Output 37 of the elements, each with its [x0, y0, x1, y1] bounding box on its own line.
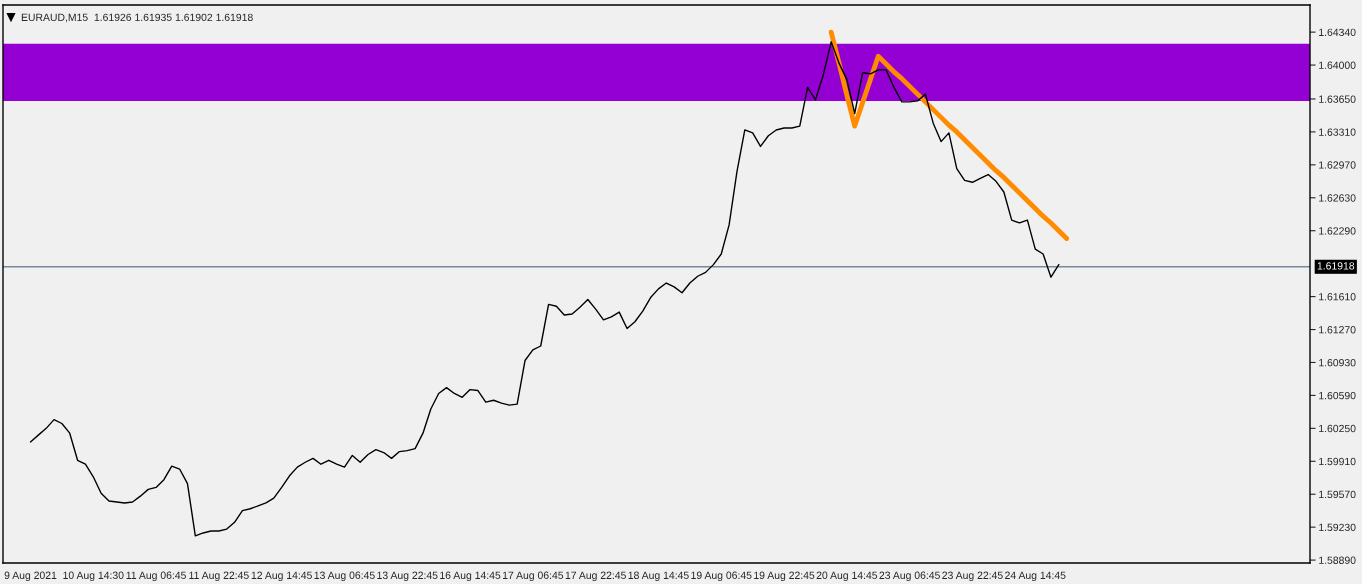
y-tick-label: 1.63650 [1319, 95, 1356, 103]
line-series [828, 29, 1070, 241]
y-tick-label: 1.60590 [1319, 391, 1356, 400]
x-tick-label: 10 Aug 14:30 [63, 571, 124, 582]
y-tick-label: 1.64000 [1319, 61, 1356, 69]
x-tick-label: 13 Aug 22:45 [377, 571, 438, 582]
x-tick-label: 9 Aug 2021 [4, 571, 57, 582]
y-tick-label: 1.62290 [1319, 227, 1356, 235]
x-tick-label: 19 Aug 22:45 [754, 571, 815, 582]
y-tick-label: 1.61270 [1319, 326, 1356, 334]
y-tick-label: 1.59910 [1319, 457, 1356, 466]
y-tick-label: 1.58890 [1319, 556, 1356, 564]
text: EURAUD,M15 1.61926 1.61935 1.61902 1.61918 [21, 13, 253, 23]
line-series [29, 41, 1060, 537]
y-tick-label: 1.60930 [1319, 358, 1356, 367]
y-tick-label: 1.63310 [1319, 128, 1356, 136]
y-tick-label: 1.59230 [1319, 523, 1356, 532]
x-tick-label: 19 Aug 06:45 [691, 571, 752, 582]
x-tick-label: 17 Aug 06:45 [502, 571, 564, 582]
x-tick-label: 18 Aug 14:45 [628, 571, 689, 582]
x-tick-label: 24 Aug 14:45 [1005, 571, 1066, 582]
x-tick-label: 11 Aug 22:45 [189, 571, 249, 582]
x-tick-label: 23 Aug 06:45 [879, 571, 940, 582]
y-tick-label: 1.64340 [1319, 28, 1356, 36]
y-tick-label: 1.61610 [1319, 293, 1356, 301]
x-tick-label: 23 Aug 22:45 [942, 571, 1003, 582]
ref-line-label: 1.61918 [1317, 262, 1355, 270]
y-tick-label: 1.62970 [1319, 161, 1356, 169]
y-tick-label: 1.62630 [1319, 194, 1356, 202]
x-tick-label: 13 Aug 06:45 [314, 571, 375, 582]
y-tick-label: 1.59570 [1319, 490, 1356, 499]
x-tick-label: 20 Aug 14:45 [816, 571, 878, 582]
x-tick-label: 12 Aug 14:45 [251, 571, 312, 582]
x-tick-label: 16 Aug 14:45 [440, 571, 501, 582]
y-tick-label: 1.60250 [1319, 424, 1356, 433]
x-tick-label: 11 Aug 06:45 [126, 571, 186, 582]
x-tick-label: 17 Aug 22:45 [565, 571, 626, 582]
